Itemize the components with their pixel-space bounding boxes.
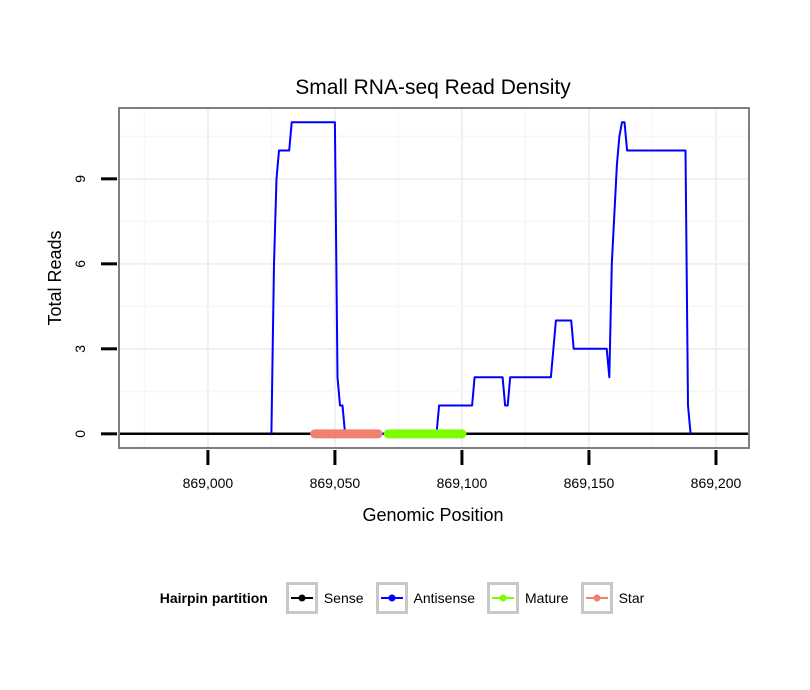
legend: Hairpin partition Sense Antisense Mature… xyxy=(0,578,810,618)
plot-area: 869,000 869,050 869,100 869,150 869,200 0 3 6 9 xyxy=(72,107,750,491)
y-tick-label: 3 xyxy=(72,345,88,353)
plot-background xyxy=(119,108,749,448)
legend-item-sense: Sense xyxy=(285,582,364,614)
x-tick-label: 869,000 xyxy=(183,475,234,491)
legend-label-mature: Mature xyxy=(525,590,569,606)
x-tick-label: 869,150 xyxy=(564,475,615,491)
x-axis-label: Genomic Position xyxy=(362,505,503,525)
y-axis-label: Total Reads xyxy=(45,230,65,325)
legend-swatch-antisense xyxy=(380,594,403,602)
legend-swatch-dot xyxy=(593,594,601,602)
x-tick-label: 869,050 xyxy=(310,475,361,491)
plot-border xyxy=(118,107,750,449)
chart-title: Small RNA-seq Read Density xyxy=(295,76,571,99)
legend-item-antisense: Antisense xyxy=(375,582,476,614)
legend-swatch-mature xyxy=(492,594,515,602)
legend-item-star: Star xyxy=(580,582,645,614)
legend-swatch-dot xyxy=(298,594,306,602)
legend-swatch-dot xyxy=(499,594,507,602)
legend-key-antisense xyxy=(375,582,408,614)
y-tick-label: 0 xyxy=(72,430,88,438)
y-tick-label: 6 xyxy=(72,260,88,268)
legend-swatch-star xyxy=(585,594,608,602)
x-tick-label: 869,200 xyxy=(691,475,742,491)
legend-swatch-sense xyxy=(290,594,313,602)
x-tick-label: 869,100 xyxy=(437,475,488,491)
legend-label-star: Star xyxy=(618,590,645,606)
legend-key-sense xyxy=(285,582,318,614)
series-line-antisense xyxy=(270,121,692,435)
y-tick-label: 9 xyxy=(72,175,88,183)
legend-label-sense: Sense xyxy=(323,590,364,606)
legend-item-mature: Mature xyxy=(487,582,569,614)
legend-key-mature xyxy=(487,582,520,614)
legend-label-antisense: Antisense xyxy=(413,590,476,606)
legend-key-star xyxy=(580,582,613,614)
legend-swatch-dot xyxy=(388,594,396,602)
legend-title: Hairpin partition xyxy=(159,590,268,606)
